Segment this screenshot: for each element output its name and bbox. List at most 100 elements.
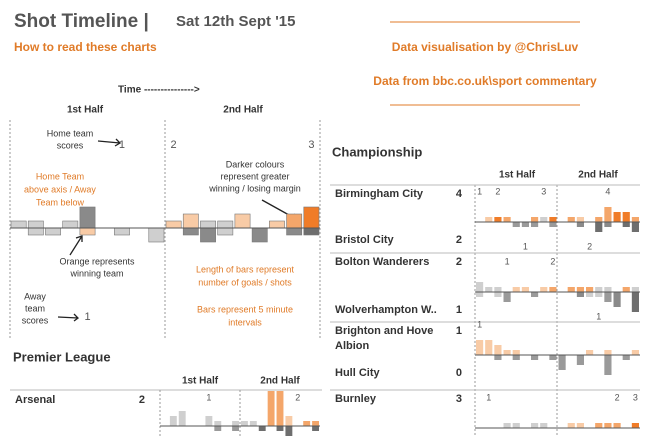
half-label: 2nd Half bbox=[223, 105, 263, 116]
shot-bar bbox=[540, 287, 548, 292]
shot-bar bbox=[549, 355, 557, 360]
shot-bar bbox=[217, 227, 234, 236]
shot-bar bbox=[567, 217, 575, 222]
shot-bar bbox=[258, 426, 266, 431]
shot-bar bbox=[631, 287, 639, 292]
shot-bar bbox=[503, 350, 511, 355]
shot-bar bbox=[200, 220, 216, 229]
shot-bar bbox=[622, 212, 630, 222]
shot-bar bbox=[595, 222, 603, 232]
score: 3 bbox=[456, 393, 462, 405]
shot-bar bbox=[586, 287, 594, 292]
team-name: Arsenal bbox=[15, 394, 56, 406]
goal-label: 2 bbox=[295, 392, 300, 402]
goal-label: 3 bbox=[308, 139, 314, 151]
shot-bar bbox=[267, 391, 275, 426]
shot-bar bbox=[10, 220, 27, 229]
team-name: Hull City bbox=[335, 367, 380, 379]
shot-bar bbox=[494, 345, 502, 355]
shot-bar bbox=[303, 206, 320, 229]
shot-bar bbox=[169, 416, 177, 426]
note: intervals bbox=[228, 317, 262, 327]
score: 2 bbox=[456, 234, 462, 246]
shot-bar bbox=[476, 292, 484, 297]
shot-bar bbox=[27, 220, 44, 229]
shot-bar bbox=[503, 423, 511, 428]
shot-bar bbox=[79, 227, 96, 236]
shot-bar bbox=[586, 292, 594, 297]
half-label: 2nd Half bbox=[578, 170, 618, 181]
goal-label: 1 bbox=[505, 256, 510, 266]
shot-bar bbox=[251, 227, 268, 243]
shot-bar bbox=[269, 220, 285, 229]
shot-bar bbox=[631, 222, 639, 232]
shot-bar bbox=[576, 287, 584, 292]
shot-bar bbox=[312, 421, 319, 426]
shot-bar bbox=[276, 391, 284, 426]
goal-label: 2 bbox=[615, 392, 620, 402]
shot-bar bbox=[613, 292, 621, 307]
shot-bar bbox=[79, 206, 96, 229]
goal-label: 1 bbox=[523, 241, 528, 251]
shot-bar bbox=[285, 426, 293, 436]
shot-bar bbox=[595, 423, 603, 428]
shot-bar bbox=[214, 421, 222, 426]
shot-bar bbox=[549, 222, 557, 227]
goal-label: 1 bbox=[477, 186, 482, 196]
shot-bar bbox=[214, 426, 222, 431]
note: Home team bbox=[47, 128, 94, 138]
half-label: 1st Half bbox=[499, 170, 536, 181]
how-to: How to read these charts bbox=[14, 40, 157, 54]
shot-bar bbox=[576, 423, 584, 428]
shot-bar bbox=[531, 222, 539, 227]
goal-label: 2 bbox=[171, 139, 177, 151]
shot-bar bbox=[286, 227, 303, 236]
note: above axis / Away bbox=[24, 184, 96, 194]
shot-bar bbox=[622, 287, 630, 292]
shot-bar bbox=[200, 227, 216, 243]
team-name: Bolton Wanderers bbox=[335, 256, 430, 268]
shot-bar bbox=[604, 222, 612, 227]
shot-bar bbox=[604, 423, 612, 428]
shot-bar bbox=[613, 423, 621, 428]
goal-label: 1 bbox=[84, 311, 90, 323]
half-label: 1st Half bbox=[67, 105, 104, 116]
note: Darker colours bbox=[226, 159, 285, 169]
shot-bar bbox=[241, 421, 248, 426]
team-name: Wolverhampton W.. bbox=[335, 304, 437, 316]
goal-label: 1 bbox=[206, 392, 211, 402]
goal-label: 1 bbox=[119, 139, 125, 151]
goal-label: 2 bbox=[550, 256, 555, 266]
shot-bar bbox=[249, 421, 257, 426]
shot-bar bbox=[512, 355, 520, 360]
shot-bar bbox=[540, 423, 548, 428]
shot-bar bbox=[485, 217, 493, 222]
shot-bar bbox=[576, 217, 584, 222]
shot-bar bbox=[576, 292, 584, 297]
shot-bar bbox=[165, 220, 182, 229]
shot-bar bbox=[549, 287, 557, 292]
shot-bar bbox=[178, 411, 186, 426]
shot-bar bbox=[604, 287, 612, 292]
goal-label: 3 bbox=[633, 392, 638, 402]
shot-bar bbox=[512, 423, 520, 428]
score: 2 bbox=[139, 394, 145, 406]
title: Shot Timeline | bbox=[14, 11, 149, 32]
note: team bbox=[25, 303, 45, 313]
goal-label: 3 bbox=[541, 186, 546, 196]
goal-label: 2 bbox=[587, 241, 592, 251]
goal-label: 4 bbox=[605, 186, 610, 196]
shot-bar bbox=[613, 212, 621, 222]
note: Home Team bbox=[36, 171, 84, 181]
score: 4 bbox=[456, 188, 463, 200]
goal-label: 2 bbox=[495, 186, 500, 196]
team-name: Bristol City bbox=[335, 234, 394, 246]
source: Data from bbc.co.uk\sport commentary bbox=[373, 74, 597, 88]
shot-bar bbox=[549, 217, 557, 222]
note: scores bbox=[22, 315, 49, 325]
goal-label: 1 bbox=[477, 319, 482, 329]
shot-bar bbox=[234, 213, 251, 229]
shot-bar bbox=[485, 287, 493, 292]
